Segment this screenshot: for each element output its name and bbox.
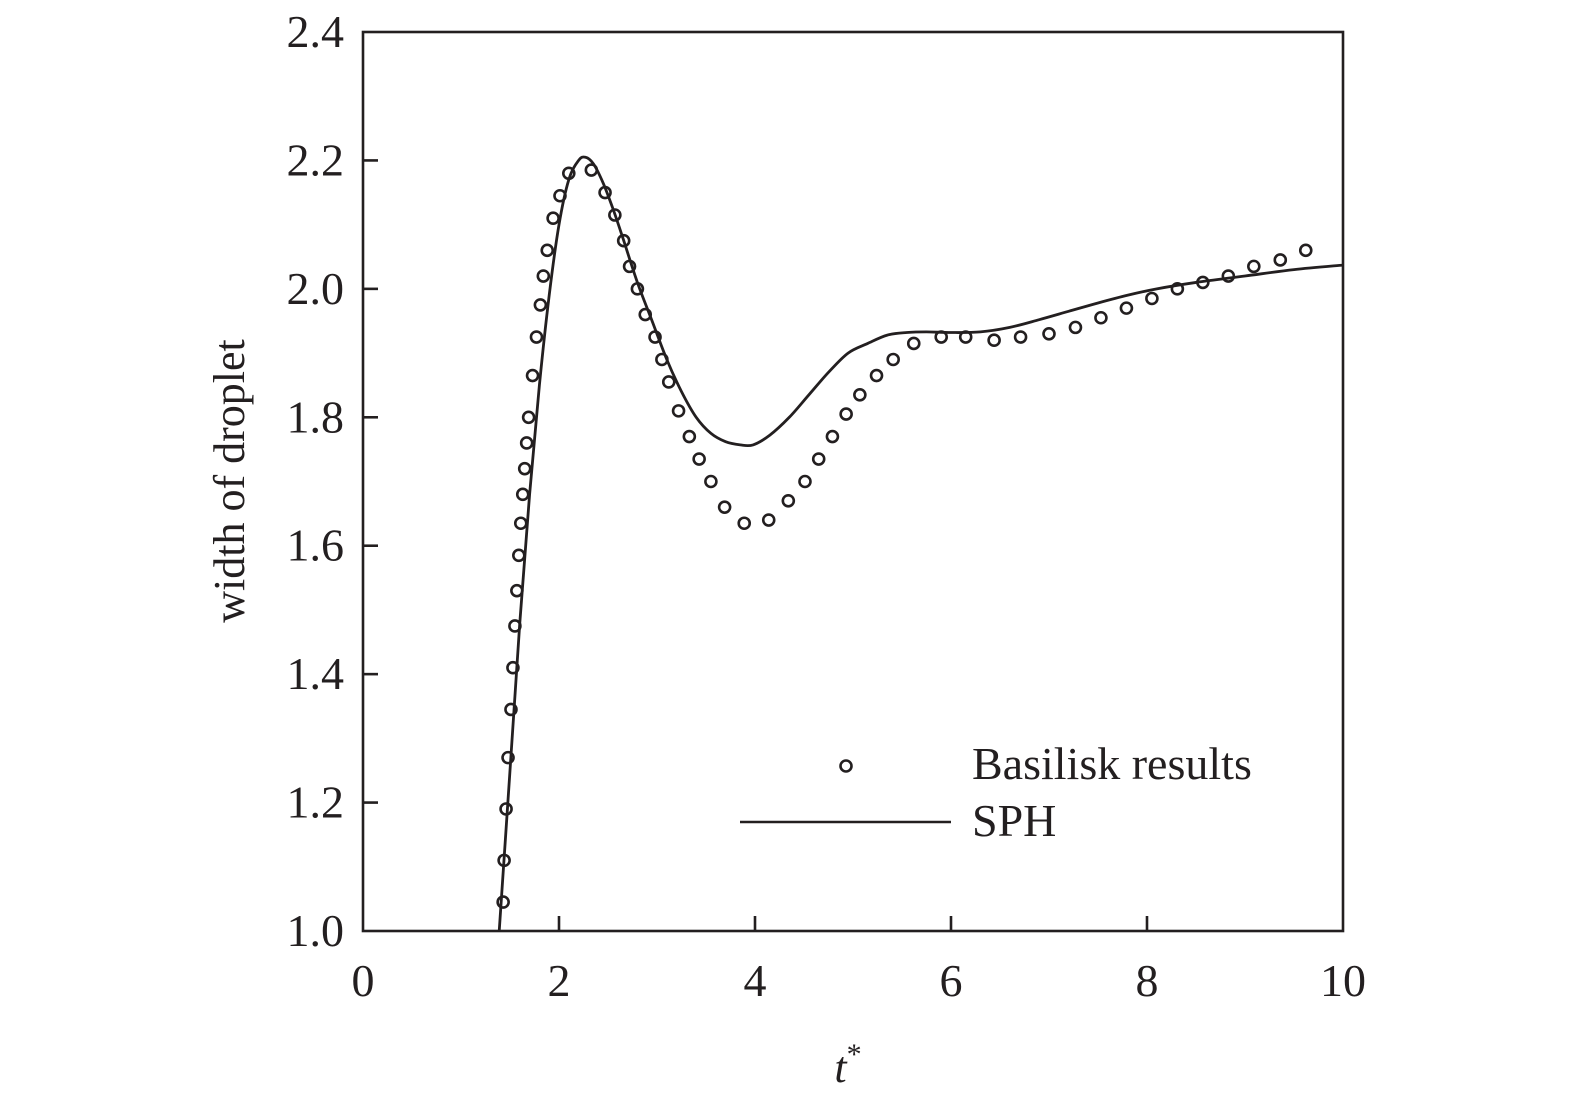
basilisk-data-point: [519, 436, 534, 450]
y-tick-label: 2.0: [287, 263, 345, 314]
sph-line-series: [497, 155, 1344, 932]
basilisk-data-point: [655, 352, 669, 367]
basilisk-data-point: [839, 407, 853, 421]
basilisk-data-point: [1298, 243, 1313, 258]
basilisk-data-point: [1221, 269, 1236, 283]
basilisk-data-point: [616, 233, 631, 248]
basilisk-data-point: [798, 474, 812, 489]
basilisk-data-point: [506, 660, 520, 675]
y-axis-title: width of droplet: [205, 339, 254, 623]
basilisk-data-point: [1094, 310, 1108, 325]
y-tick-label: 1.0: [287, 905, 345, 956]
basilisk-data-point: [496, 895, 510, 909]
basilisk-data-point: [906, 336, 921, 351]
basilisk-data-point: [515, 487, 530, 502]
plot-frame: [361, 30, 1345, 933]
basilisk-data-point: [682, 429, 697, 444]
basilisk-data-point: [692, 452, 706, 466]
basilisk-data-point: [529, 330, 544, 344]
basilisk-data-point: [958, 330, 973, 344]
basilisk-marker-series: [496, 163, 1313, 909]
basilisk-data-point: [934, 330, 949, 344]
basilisk-data-point: [497, 853, 511, 868]
basilisk-data-point: [717, 500, 732, 514]
x-tick-label: 10: [1320, 955, 1366, 1006]
basilisk-data-point: [630, 282, 645, 296]
basilisk-data-point: [648, 330, 662, 344]
basilisk-data-point: [886, 352, 900, 367]
y-tick-label: 2.2: [287, 134, 345, 185]
legend-label-basilisk: Basilisk results: [972, 738, 1252, 789]
legend: Basilisk results SPH: [740, 738, 1252, 846]
basilisk-data-point: [553, 188, 567, 203]
basilisk-data-point: [504, 702, 518, 717]
basilisk-data-point: [1068, 320, 1083, 335]
y-tick-label: 1.8: [287, 391, 345, 442]
basilisk-data-point: [853, 388, 867, 402]
basilisk-data-point: [761, 513, 776, 527]
legend-label-sph: SPH: [972, 795, 1056, 846]
basilisk-data-point: [517, 461, 532, 476]
basilisk-data-point: [508, 619, 522, 633]
basilisk-data-point: [869, 368, 884, 383]
x-axis: 0 2 4 6 8 10: [352, 916, 1366, 1006]
plot-border: [361, 30, 1345, 933]
basilisk-data-point: [1247, 259, 1261, 274]
basilisk-data-point: [1042, 327, 1056, 341]
basilisk-data-point: [510, 583, 524, 598]
basilisk-data-point: [1145, 291, 1159, 306]
basilisk-data-point: [1196, 275, 1210, 290]
basilisk-data-point: [781, 493, 796, 508]
x-tick-label: 2: [548, 955, 571, 1006]
x-axis-title: t*: [834, 1038, 861, 1092]
basilisk-data-point: [512, 548, 526, 563]
basilisk-data-point: [525, 368, 540, 383]
sph-curve: [497, 155, 1344, 932]
basilisk-data-point: [546, 211, 560, 226]
legend-circle-marker-icon: [839, 759, 853, 773]
basilisk-data-point: [622, 259, 637, 274]
basilisk-data-point: [536, 269, 551, 283]
y-tick-label: 1.4: [287, 648, 345, 699]
basilisk-data-point: [540, 243, 555, 258]
basilisk-data-point: [533, 298, 548, 312]
x-axis-title-base: t: [834, 1043, 848, 1092]
basilisk-data-point: [608, 208, 622, 222]
basilisk-data-point: [521, 410, 536, 425]
basilisk-data-point: [704, 474, 718, 489]
y-tick-label: 1.6: [287, 520, 345, 571]
x-tick-label: 6: [940, 955, 963, 1006]
y-tick-label: 1.2: [287, 777, 345, 828]
basilisk-data-point: [737, 516, 752, 531]
x-tick-label: 0: [352, 955, 375, 1006]
y-axis: 1.0 1.2 1.4 1.6 1.8 2.0 2.2 2.4: [287, 6, 378, 956]
basilisk-data-point: [661, 375, 676, 389]
basilisk-data-point: [561, 166, 576, 181]
y-tick-label: 2.4: [287, 6, 345, 57]
x-axis-title-superscript: *: [847, 1038, 862, 1071]
basilisk-data-point: [811, 452, 826, 466]
x-tick-label: 8: [1136, 955, 1159, 1006]
basilisk-data-point: [671, 404, 686, 418]
x-tick-label: 4: [744, 955, 767, 1006]
basilisk-data-point: [1119, 301, 1134, 315]
basilisk-data-point: [1013, 330, 1028, 344]
basilisk-data-point: [598, 185, 612, 200]
basilisk-data-point: [584, 163, 599, 177]
basilisk-data-point: [1170, 282, 1185, 296]
basilisk-data-point: [513, 516, 528, 531]
basilisk-data-point: [501, 750, 515, 765]
basilisk-data-point: [987, 333, 1001, 348]
basilisk-data-point: [1273, 253, 1288, 267]
basilisk-data-point: [499, 802, 513, 816]
basilisk-data-point: [825, 429, 840, 444]
basilisk-data-point: [638, 307, 653, 322]
